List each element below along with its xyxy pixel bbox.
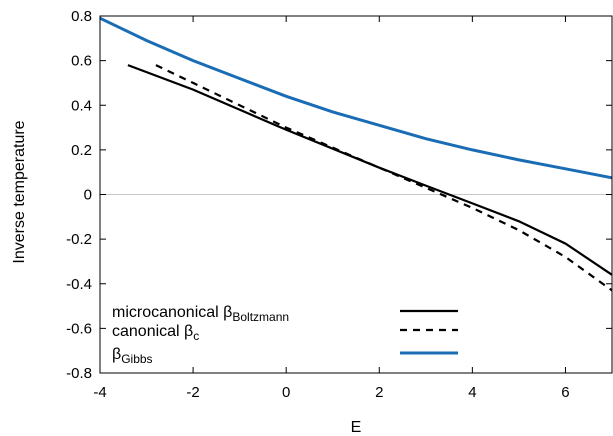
legend-label-1: canonical βc bbox=[112, 323, 199, 343]
x-tick-label-2: 0 bbox=[282, 384, 290, 401]
series-line-1 bbox=[155, 64, 613, 292]
y-tick-label-5: -0.2 bbox=[66, 231, 92, 248]
x-tick-label-3: 2 bbox=[375, 384, 383, 401]
x-tick-label-5: 6 bbox=[561, 384, 569, 401]
legend-label-main-0: microcanonical β bbox=[112, 304, 232, 321]
legend-label-main-1: canonical β bbox=[112, 323, 193, 340]
axis-ticks: -4 -2 0 2 4 6 0.8 0.6 0.4 0.2 0 -0.2 -0.4 -0.6 -0.8 bbox=[66, 8, 612, 401]
y-tick-label-0: 0.8 bbox=[71, 8, 92, 25]
legend-label-sub-1: c bbox=[193, 329, 199, 343]
series-line-0 bbox=[127, 64, 613, 276]
legend-label-main-2: β bbox=[112, 346, 121, 363]
y-tick-label-2: 0.4 bbox=[71, 97, 92, 114]
x-tick-label-0: -4 bbox=[93, 384, 106, 401]
legend-label-sub-0: Boltzmann bbox=[232, 310, 289, 324]
y-tick-label-4: 0 bbox=[84, 187, 92, 204]
series-line-2 bbox=[99, 16, 613, 180]
y-tick-label-7: -0.6 bbox=[66, 320, 92, 337]
legend-label-0: microcanonical βBoltzmann bbox=[112, 304, 289, 324]
legend-label-2: βGibbs bbox=[112, 346, 153, 366]
y-tick-label-3: 0.2 bbox=[71, 142, 92, 159]
y-axis-label: Inverse temperature bbox=[11, 120, 28, 263]
x-tick-label-1: -2 bbox=[186, 384, 199, 401]
x-axis-label: E bbox=[351, 419, 362, 436]
y-tick-label-8: -0.8 bbox=[66, 365, 92, 382]
legend-label-sub-2: Gibbs bbox=[121, 352, 152, 366]
y-tick-label-1: 0.6 bbox=[71, 53, 92, 70]
y-tick-label-6: -0.4 bbox=[66, 276, 92, 293]
x-tick-label-4: 4 bbox=[468, 384, 476, 401]
